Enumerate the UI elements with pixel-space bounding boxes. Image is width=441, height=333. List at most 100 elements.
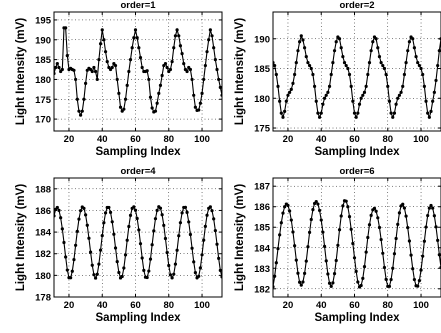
data-point (118, 105, 123, 109)
data-point (432, 214, 436, 218)
y-tick-label: 175 (35, 95, 52, 106)
data-point (110, 65, 114, 70)
data-point (127, 224, 131, 229)
data-point (74, 243, 78, 247)
data-point (273, 274, 277, 278)
data-point (402, 72, 407, 77)
data-point (382, 66, 387, 71)
data-point (113, 63, 118, 68)
data-point (185, 69, 189, 74)
data-point (356, 280, 360, 284)
data-point (217, 77, 221, 82)
data-point (349, 84, 353, 88)
data-point (208, 28, 212, 32)
x-tick-label: 80 (382, 134, 393, 145)
data-point (293, 72, 297, 77)
data-point (140, 65, 144, 70)
data-point (274, 72, 278, 77)
data-point (65, 54, 69, 58)
data-point (406, 49, 410, 53)
data-point (396, 96, 400, 100)
x-axis-label: Sampling Index (315, 312, 401, 324)
data-point (59, 216, 63, 220)
data-point (72, 257, 76, 262)
data-point (407, 40, 411, 44)
data-point (361, 276, 365, 280)
data-point (296, 49, 300, 53)
data-point (309, 217, 313, 222)
x-axis-label: Sampling Index (96, 312, 182, 324)
data-point (334, 258, 338, 263)
y-axis-label: Light Intensity (mV) (15, 184, 27, 292)
data-point (312, 84, 317, 88)
data-point (98, 248, 103, 252)
data-point (329, 72, 333, 77)
data-point (57, 65, 61, 70)
data-point (397, 211, 402, 215)
data-point (284, 99, 288, 103)
data-point (110, 220, 114, 224)
data-point (84, 213, 88, 217)
data-point (210, 34, 214, 38)
data-point (200, 91, 204, 95)
data-point (87, 236, 91, 240)
data-point (436, 238, 440, 242)
data-point (138, 56, 143, 60)
data-point (62, 240, 66, 245)
data-point (93, 69, 98, 74)
data-point (137, 46, 141, 50)
data-point (301, 280, 305, 284)
data-point (303, 46, 307, 50)
data-point (314, 99, 318, 103)
data-point (311, 72, 315, 77)
data-point (286, 93, 290, 97)
data-point (180, 211, 184, 215)
data-point (334, 40, 338, 44)
data-point (326, 90, 330, 94)
data-point (291, 230, 295, 234)
data-point (288, 90, 292, 94)
data-point (75, 97, 79, 101)
data-point (379, 237, 383, 242)
data-point (207, 38, 211, 42)
plot-frame (53, 11, 223, 132)
data-point (351, 241, 355, 246)
data-point (276, 84, 280, 88)
data-point (332, 49, 337, 53)
data-point (212, 217, 216, 221)
panel-order-4: 20 40 60 80 100 178 180 182 184 186 188 order=4 Samp… (15, 166, 223, 324)
data-point (286, 203, 290, 208)
data-point (57, 208, 61, 212)
data-point (369, 49, 373, 53)
x-tick-label: 100 (194, 134, 210, 145)
data-point (55, 61, 59, 66)
data-point (135, 216, 139, 221)
data-point (321, 102, 325, 106)
data-point (122, 107, 126, 111)
data-point (167, 263, 171, 268)
data-point (402, 206, 407, 210)
data-point (79, 113, 83, 117)
data-point (175, 248, 179, 252)
data-point (412, 277, 416, 282)
data-point (273, 63, 277, 68)
data-point (337, 37, 342, 41)
data-point (322, 96, 327, 100)
data-point (431, 99, 435, 103)
data-point (84, 81, 88, 85)
data-point (90, 69, 94, 74)
data-point (311, 208, 315, 212)
data-point (347, 214, 352, 219)
y-tick-label: 186 (35, 206, 51, 217)
data-point (424, 225, 428, 229)
data-point (293, 244, 297, 248)
data-point (145, 69, 149, 73)
data-point (178, 221, 183, 225)
x-tick-label: 20 (283, 300, 294, 311)
data-point (138, 242, 143, 246)
data-point (65, 268, 69, 272)
y-tick-label: 184 (254, 243, 271, 254)
data-point (155, 101, 159, 105)
data-point (406, 226, 410, 230)
